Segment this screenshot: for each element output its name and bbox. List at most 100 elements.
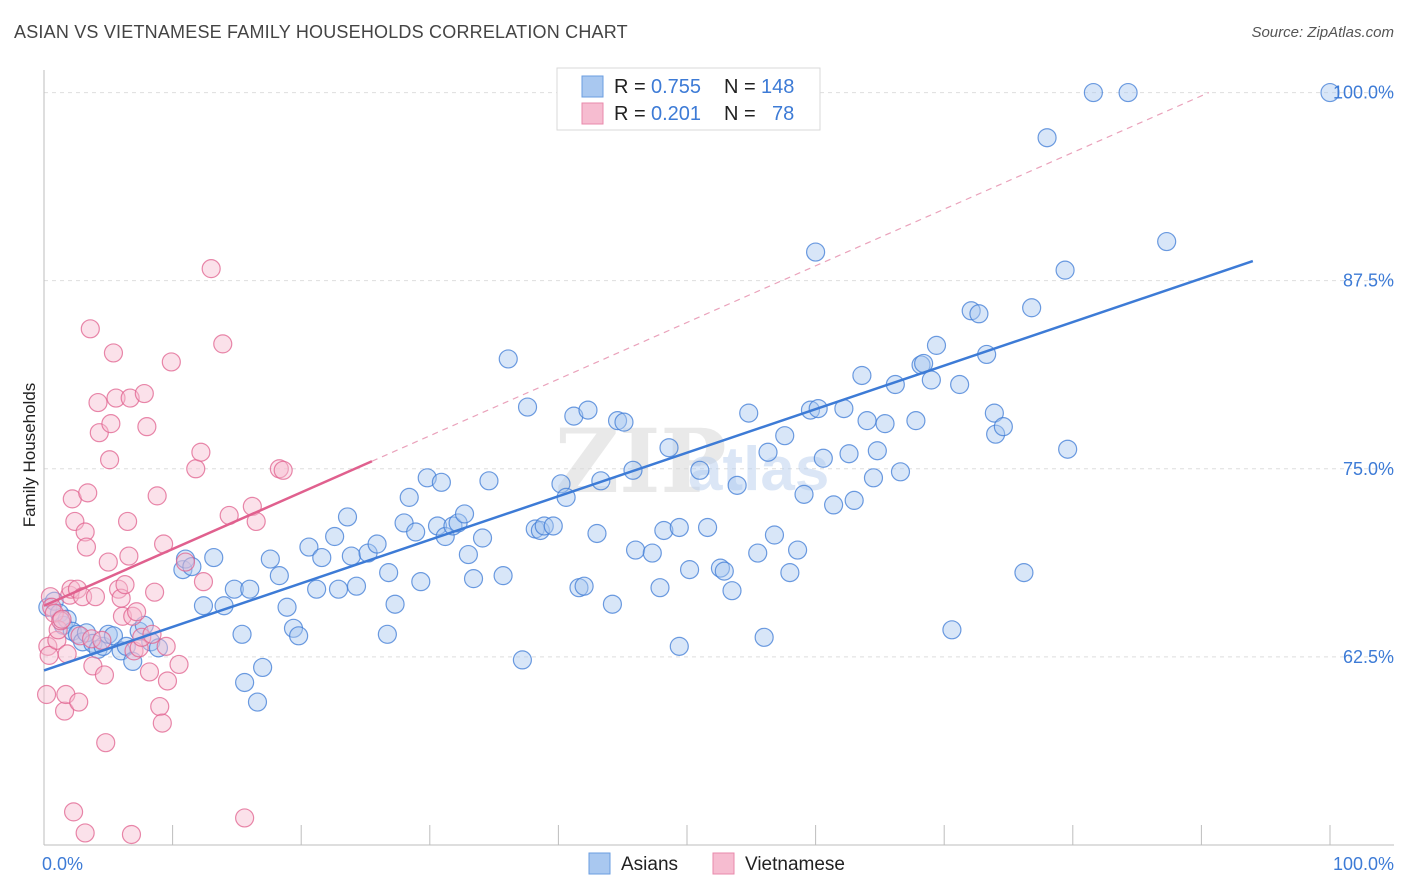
asians-point-27 bbox=[224, 579, 244, 599]
x-tick-label-1: 100.0% bbox=[1333, 854, 1394, 874]
vietnamese-point-16 bbox=[65, 511, 85, 532]
asians-point-105 bbox=[775, 426, 795, 446]
asians-point-97 bbox=[714, 561, 734, 581]
asians-point-41 bbox=[325, 526, 345, 547]
vietnamese-point-34 bbox=[99, 450, 120, 470]
asians-point-49 bbox=[379, 563, 399, 583]
asians-point-115 bbox=[839, 444, 859, 464]
legend-swatch-vietnamese bbox=[581, 102, 604, 125]
bottom-legend: Asians Vietnamese bbox=[588, 852, 845, 875]
asians-point-78 bbox=[574, 576, 594, 596]
asians-point-142 bbox=[1083, 82, 1103, 103]
vietnamese-point-9 bbox=[52, 609, 72, 629]
y-axis-label: Family Households bbox=[20, 383, 39, 528]
asians-point-138 bbox=[1022, 298, 1042, 318]
chart-title: ASIAN VS VIETNAMESE FAMILY HOUSEHOLDS CO… bbox=[14, 22, 628, 42]
asians-trend-line bbox=[43, 259, 1254, 672]
bottom-legend-swatch-asians bbox=[588, 852, 611, 875]
asians-point-136 bbox=[993, 417, 1013, 437]
asians-point-66 bbox=[493, 566, 513, 586]
bottom-legend-label-asians: Asians bbox=[621, 854, 678, 875]
asians-point-118 bbox=[857, 411, 877, 431]
asians-point-65 bbox=[479, 471, 499, 491]
asians-point-88 bbox=[650, 578, 670, 598]
vietnamese-point-47 bbox=[126, 602, 147, 622]
asians-point-80 bbox=[587, 523, 607, 544]
vietnamese-point-50 bbox=[134, 383, 154, 404]
vietnamese-point-77 bbox=[235, 808, 255, 828]
axes bbox=[43, 70, 1394, 846]
asians-point-100 bbox=[739, 403, 759, 423]
legend-n-label-vietnamese: N = bbox=[724, 103, 756, 125]
asians-point-145 bbox=[1320, 82, 1340, 103]
vietnamese-point-31 bbox=[94, 665, 115, 685]
asians-point-94 bbox=[690, 460, 710, 480]
asians-point-53 bbox=[406, 522, 426, 542]
asians-point-45 bbox=[346, 576, 367, 596]
watermark: ZIP atlas bbox=[555, 409, 829, 513]
vietnamese-point-61 bbox=[161, 352, 181, 372]
asians-point-128 bbox=[926, 335, 947, 355]
asians-point-52 bbox=[399, 487, 419, 507]
legend-r-label-asians: R = bbox=[614, 76, 646, 98]
asians-point-132 bbox=[969, 304, 989, 324]
asians-point-144 bbox=[1157, 231, 1177, 252]
vietnamese-point-66 bbox=[193, 572, 214, 592]
vietnamese-point-25 bbox=[81, 629, 102, 649]
asians-point-135 bbox=[986, 424, 1006, 444]
asians-point-99 bbox=[727, 475, 747, 495]
asians-point-30 bbox=[240, 579, 260, 599]
vietnamese-point-0 bbox=[36, 684, 57, 705]
vietnamese-point-10 bbox=[54, 701, 75, 721]
legend-r-value-asians: 0.755 bbox=[651, 76, 701, 98]
y-tick-label-1: 75.0% bbox=[1343, 459, 1394, 479]
vietnamese-point-28 bbox=[88, 392, 108, 413]
asians-point-19 bbox=[141, 632, 161, 652]
asians-point-50 bbox=[385, 594, 405, 614]
asians-point-108 bbox=[794, 484, 814, 504]
vietnamese-point-64 bbox=[186, 459, 206, 479]
asians-point-25 bbox=[204, 547, 224, 568]
vietnamese-point-18 bbox=[69, 692, 89, 712]
asians-point-38 bbox=[299, 537, 319, 557]
asians-point-57 bbox=[431, 472, 451, 492]
vietnamese-point-36 bbox=[103, 343, 124, 363]
y-tick-label-0: 62.5% bbox=[1343, 647, 1394, 667]
vietnamese-point-44 bbox=[120, 388, 140, 408]
bottom-legend-swatch-vietnamese bbox=[712, 852, 735, 875]
vietnamese-point-42 bbox=[117, 511, 138, 532]
asians-point-69 bbox=[517, 397, 538, 417]
vietnamese-point-62 bbox=[169, 654, 189, 675]
asians-point-119 bbox=[863, 468, 884, 488]
vietnamese-point-60 bbox=[157, 671, 178, 691]
asians-point-106 bbox=[780, 563, 800, 583]
vietnamese-point-67 bbox=[201, 259, 221, 279]
asians-point-68 bbox=[512, 650, 532, 670]
legend-n-value-vietnamese: 78 bbox=[772, 103, 794, 125]
vietnamese-point-59 bbox=[156, 636, 176, 656]
vietnamese-point-40 bbox=[112, 606, 133, 626]
asians-point-28 bbox=[232, 624, 252, 644]
vietnamese-point-74 bbox=[63, 802, 84, 822]
asians-point-92 bbox=[669, 517, 689, 538]
asians-point-98 bbox=[722, 581, 742, 601]
asians-point-35 bbox=[277, 597, 297, 617]
asians-point-104 bbox=[764, 525, 785, 545]
asians-point-47 bbox=[367, 534, 387, 554]
asians-point-117 bbox=[852, 365, 872, 386]
legend-r-label-vietnamese: R = bbox=[614, 103, 646, 125]
asians-point-112 bbox=[813, 448, 833, 468]
asians-point-101 bbox=[748, 543, 768, 563]
vietnamese-point-33 bbox=[98, 552, 118, 572]
asians-point-29 bbox=[235, 672, 255, 693]
legend: R = 0.755 N = 148 R = 0.201 N = 78 bbox=[556, 67, 821, 131]
asians-point-63 bbox=[463, 569, 484, 589]
vietnamese-point-57 bbox=[152, 713, 172, 733]
y-tick-label-3: 100.0% bbox=[1333, 83, 1394, 103]
asians-point-73 bbox=[543, 516, 563, 536]
asians-point-102 bbox=[754, 627, 774, 647]
asians-point-48 bbox=[377, 624, 397, 644]
asians-point-129 bbox=[942, 620, 962, 640]
asians-point-107 bbox=[787, 540, 808, 560]
